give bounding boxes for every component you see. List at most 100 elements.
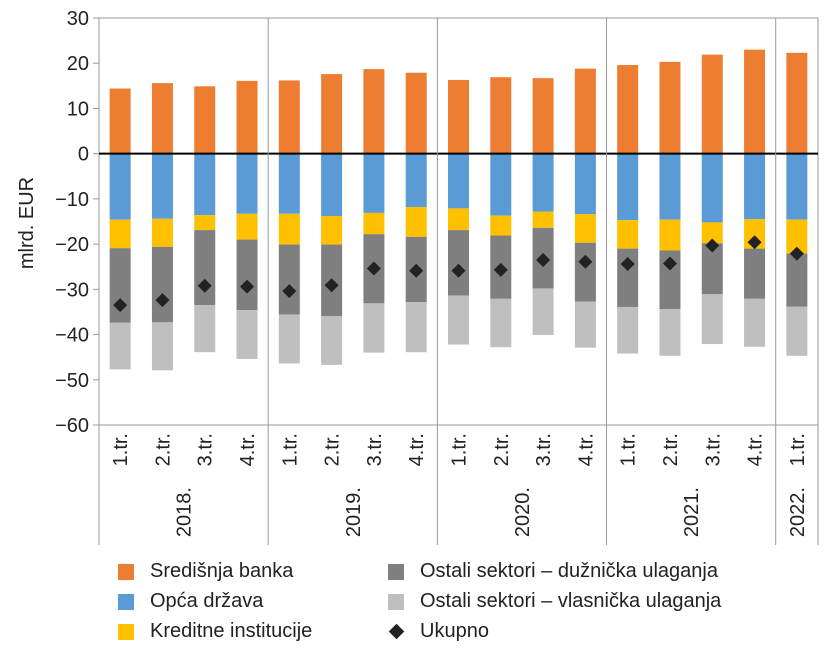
plot-frame <box>98 17 819 426</box>
total-marker-5 <box>324 278 339 293</box>
bar-segment-series-1-cat-4 <box>278 153 300 214</box>
bar-segment-series-2-cat-3 <box>236 213 258 240</box>
bar-segment-series-1-cat-13 <box>659 153 681 220</box>
bar-segment-series-2-cat-4 <box>278 213 300 245</box>
bar-segment-series-1-cat-3 <box>236 153 258 214</box>
total-marker-16 <box>789 246 804 261</box>
x-group-label: 2019. <box>343 487 365 537</box>
total-marker-11 <box>578 254 593 269</box>
bar-segment-series-1-cat-7 <box>405 153 427 208</box>
x-category-label: 1.tr. <box>279 433 301 466</box>
legend-swatch-kreditne-institucije <box>118 623 134 640</box>
bar-segment-series-0-cat-10 <box>532 78 554 154</box>
x-category-label: 1.tr. <box>618 433 640 466</box>
stacked-bar-chart: 30 20 10 0 −10 −20 −30 −40 −50 −60 1.tr. 2.tr. 3.tr.… <box>16 8 819 545</box>
bar-segment-series-3-cat-1 <box>151 246 173 323</box>
bar-segment-series-0-cat-1 <box>151 83 173 154</box>
x-category-label: 2.tr. <box>152 433 174 466</box>
total-marker-1 <box>155 293 170 308</box>
bar-segment-series-4-cat-15 <box>744 298 766 347</box>
bar-segment-series-2-cat-13 <box>659 219 681 251</box>
bar-segment-series-1-cat-1 <box>151 153 173 219</box>
bar-segment-series-4-cat-10 <box>532 288 554 336</box>
bar-segment-series-1-cat-14 <box>701 153 723 223</box>
bar-segment-series-3-cat-14 <box>701 243 723 295</box>
bar-segment-series-4-cat-3 <box>236 310 258 359</box>
bar-segment-series-4-cat-16 <box>786 306 808 356</box>
bar-segment-series-1-cat-2 <box>194 153 216 216</box>
y-tick-label: 0 <box>78 144 89 166</box>
y-tick-label: −20 <box>55 234 89 256</box>
x-category-label: 2.tr. <box>322 433 344 466</box>
legend-label: Opća država <box>150 590 264 612</box>
bar-segment-series-1-cat-11 <box>574 153 596 215</box>
bar-segment-series-1-cat-15 <box>744 153 766 220</box>
total-marker-13 <box>662 256 677 271</box>
x-category-label: 2.tr. <box>660 433 682 466</box>
legend-swatch-ostali-duznicka <box>388 563 404 580</box>
bar-segment-series-0-cat-6 <box>363 69 385 154</box>
x-category-label: 4.tr. <box>575 433 597 466</box>
bar-segment-series-2-cat-10 <box>532 211 554 228</box>
bar-segment-series-1-cat-10 <box>532 153 554 212</box>
total-marker-3 <box>240 279 255 294</box>
bar-segment-series-3-cat-16 <box>786 253 808 307</box>
bar-segment-series-2-cat-11 <box>574 214 596 243</box>
bar-segment-series-4-cat-12 <box>617 306 639 354</box>
bar-segment-series-2-cat-0 <box>109 219 131 249</box>
bar-segment-series-4-cat-8 <box>448 295 469 345</box>
bar-segment-series-1-cat-6 <box>363 153 385 213</box>
legend-item-sredisnja-banka: Središnja banka <box>118 560 293 583</box>
total-marker-15 <box>747 235 762 250</box>
bar-segment-series-4-cat-14 <box>701 294 723 345</box>
x-category-label: 1.tr. <box>110 433 132 466</box>
bar-segment-series-0-cat-12 <box>617 65 639 154</box>
bar-segment-series-4-cat-1 <box>151 322 173 371</box>
bar-segment-series-2-cat-14 <box>701 222 723 244</box>
legend-item-ukupno: Ukupno <box>388 620 489 643</box>
total-marker-4 <box>282 284 297 299</box>
bar-segment-series-4-cat-4 <box>278 314 300 364</box>
bar-segment-series-3-cat-8 <box>448 230 469 296</box>
bar-segment-series-0-cat-5 <box>321 74 343 154</box>
bar-segment-series-1-cat-16 <box>786 153 808 220</box>
x-category-label: 1.tr. <box>787 433 809 466</box>
total-marker-6 <box>366 261 381 276</box>
bar-segment-series-0-cat-2 <box>194 86 216 154</box>
legend-label: Središnja banka <box>150 560 294 582</box>
bar-segment-series-0-cat-14 <box>701 54 723 154</box>
legend-item-ostali-vlasnicka: Ostali sektori – vlasnička ulaganja <box>388 590 721 613</box>
total-marker-7 <box>409 263 424 278</box>
bars-layer <box>109 49 808 371</box>
y-tick-label: 20 <box>67 53 89 75</box>
bar-segment-series-3-cat-2 <box>194 230 216 306</box>
bar-segment-series-2-cat-8 <box>448 208 469 231</box>
legend-label: Ostali sektori – dužnička ulaganja <box>420 560 718 582</box>
bar-segment-series-2-cat-9 <box>490 215 512 236</box>
bar-segment-series-4-cat-13 <box>659 309 681 356</box>
bar-segment-series-4-cat-2 <box>194 305 216 353</box>
bar-segment-series-2-cat-7 <box>405 207 427 237</box>
bar-segment-series-0-cat-8 <box>448 79 469 154</box>
bar-segment-series-0-cat-9 <box>490 77 512 154</box>
legend-swatch-opca-drzava <box>118 593 134 610</box>
bar-segment-series-0-cat-0 <box>109 88 131 154</box>
bar-segment-series-1-cat-9 <box>490 153 512 216</box>
y-tick-label: 10 <box>67 98 89 120</box>
bar-segment-series-0-cat-3 <box>236 80 258 154</box>
legend-item-opca-drzava: Opća država <box>118 590 263 613</box>
bar-segment-series-3-cat-15 <box>744 248 766 299</box>
bar-segment-series-1-cat-8 <box>448 153 469 209</box>
x-category-label: 1.tr. <box>449 433 471 466</box>
x-category-label: 4.tr. <box>237 433 259 466</box>
bar-segment-series-0-cat-15 <box>744 49 766 154</box>
legend-swatch-ostali-vlasnicka <box>388 593 404 610</box>
bar-segment-series-0-cat-4 <box>278 80 300 154</box>
y-tick-label: −30 <box>55 279 89 301</box>
bar-segment-series-3-cat-3 <box>236 239 258 311</box>
x-category-label: 3.tr. <box>195 433 217 466</box>
x-group-label: 2022. <box>787 487 809 537</box>
x-category-label: 4.tr. <box>745 433 767 466</box>
bar-segment-series-4-cat-5 <box>321 316 343 365</box>
bar-segment-series-4-cat-11 <box>574 301 596 348</box>
